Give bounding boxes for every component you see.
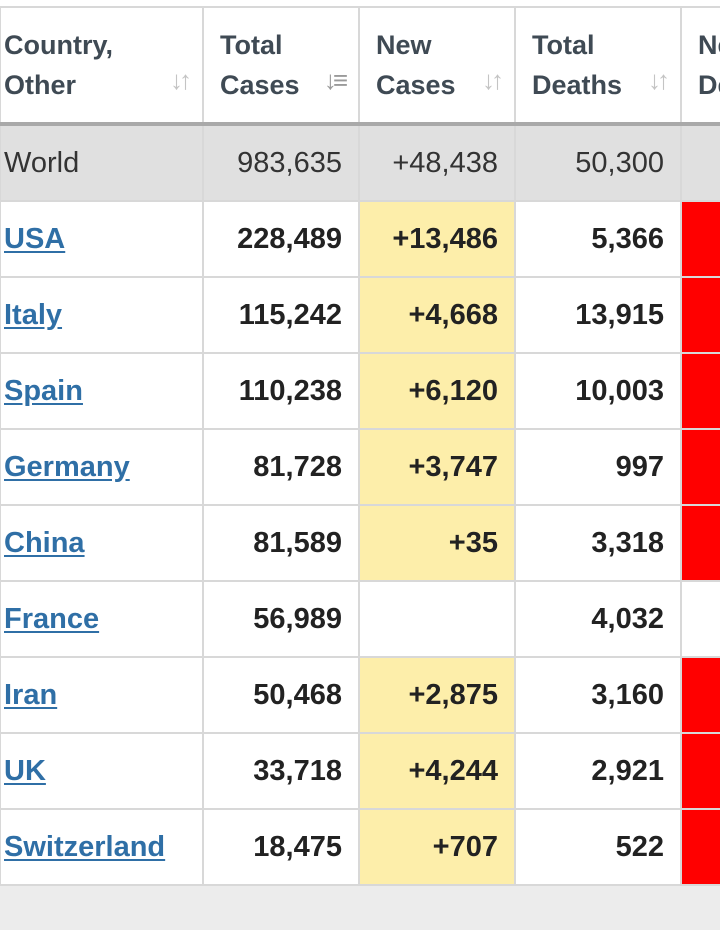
total-deaths-cell: 522 [514,808,682,886]
table-row: Iran 50,468 +2,875 3,160 [0,656,720,734]
sort-both-icon[interactable]: ↓↑ [170,65,192,95]
header-label-line2: Cases [220,70,300,100]
country-link[interactable]: Spain [4,374,83,407]
total-cases-cell: 50,468 [202,656,360,734]
total-cases-cell: 81,728 [202,428,360,506]
header-label-line2: Cases [376,70,456,100]
country-cell: UK [0,732,204,810]
total-deaths-cell: 50,300 [514,123,682,202]
total-cases-cell: 115,242 [202,276,360,354]
table-row: France 56,989 4,032 [0,580,720,658]
new-deaths-cell [680,276,720,354]
country-link[interactable]: Iran [4,678,58,711]
new-deaths-cell [680,808,720,886]
new-cases-cell: +13,486 [358,200,516,278]
table-row: Italy 115,242 +4,668 13,915 [0,276,720,354]
country-cell: Germany [0,428,204,506]
header-label-line2: Deaths [532,70,623,100]
header-label-line2: Other [4,70,77,100]
new-deaths-cell [680,428,720,506]
top-strip [0,0,720,6]
total-cases-cell: 33,718 [202,732,360,810]
total-cases-cell: 110,238 [202,352,360,430]
country-link[interactable]: USA [4,222,66,255]
new-cases-cell: +48,438 [358,123,516,202]
total-cases-cell: 18,475 [202,808,360,886]
header-label-line1: Ne [698,30,720,60]
new-cases-cell: +3,747 [358,428,516,506]
table-row: China 81,589 +35 3,318 [0,504,720,582]
total-cases-cell: 983,635 [202,123,360,202]
header-label-line2: De [698,70,720,100]
sort-both-icon[interactable]: ↓↑ [482,65,504,95]
country-link[interactable]: Germany [4,450,130,483]
new-deaths-cell [680,732,720,810]
country-link[interactable]: UK [4,754,46,787]
world-total-row: World 983,635 +48,438 50,300 [0,123,720,202]
new-deaths-cell [680,656,720,734]
new-cases-cell: +2,875 [358,656,516,734]
total-deaths-cell: 997 [514,428,682,506]
new-cases-cell: +6,120 [358,352,516,430]
country-cell: Spain [0,352,204,430]
table-row: USA 228,489 +13,486 5,366 [0,200,720,278]
table-row: Switzerland 18,475 +707 522 [0,808,720,886]
country-cell: Italy [0,276,204,354]
table-row: Spain 110,238 +6,120 10,003 [0,352,720,430]
sort-both-icon[interactable]: ↓↑ [648,65,670,95]
new-deaths-cell [680,123,720,202]
new-cases-cell: +707 [358,808,516,886]
new-cases-cell: +35 [358,504,516,582]
total-cases-cell: 228,489 [202,200,360,278]
total-deaths-cell: 2,921 [514,732,682,810]
header-total-cases[interactable]: Total Cases ↓≡ [202,6,360,126]
total-deaths-cell: 5,366 [514,200,682,278]
total-deaths-cell: 4,032 [514,580,682,658]
new-deaths-cell [680,580,720,658]
country-link[interactable]: Italy [4,298,63,331]
total-deaths-cell: 13,915 [514,276,682,354]
total-cases-cell: 81,589 [202,504,360,582]
header-new-cases[interactable]: New Cases ↓↑ [358,6,516,126]
country-cell: France [0,580,204,658]
table-row: UK 33,718 +4,244 2,921 [0,732,720,810]
country-cell: USA [0,200,204,278]
header-row: Country, Other ↓↑ Total Cases ↓≡ New Cases … [0,6,720,126]
total-cases-cell: 56,989 [202,580,360,658]
total-deaths-cell: 3,318 [514,504,682,582]
header-label-line1: Country, [4,30,113,60]
country-cell: Switzerland [0,808,204,886]
country-cell: Iran [0,656,204,734]
table-row: Germany 81,728 +3,747 997 [0,428,720,506]
sort-desc-icon[interactable]: ↓≡ [323,65,348,95]
covid-stats-table: Country, Other ↓↑ Total Cases ↓≡ New Cases … [0,6,720,886]
new-deaths-cell [680,352,720,430]
new-deaths-cell [680,200,720,278]
header-label-line1: Total [532,30,595,60]
country-link[interactable]: France [4,602,100,635]
country-link[interactable]: China [4,526,85,559]
new-cases-cell: +4,244 [358,732,516,810]
header-country-other[interactable]: Country, Other ↓↑ [0,6,204,126]
new-cases-cell [358,580,516,658]
header-label-line1: New [376,30,432,60]
total-deaths-cell: 3,160 [514,656,682,734]
country-link[interactable]: Switzerland [4,830,166,863]
total-deaths-cell: 10,003 [514,352,682,430]
new-cases-cell: +4,668 [358,276,516,354]
country-cell: China [0,504,204,582]
header-total-deaths[interactable]: Total Deaths ↓↑ [514,6,682,126]
country-cell: World [0,123,204,202]
header-label-line1: Total [220,30,283,60]
header-new-deaths[interactable]: Ne De [680,6,720,126]
new-deaths-cell [680,504,720,582]
